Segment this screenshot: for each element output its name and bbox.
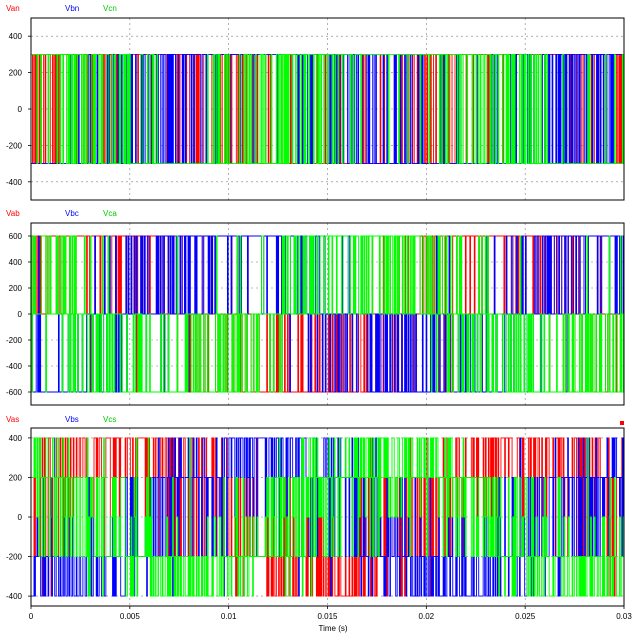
panel-3-ytick-label: 400 <box>9 434 23 443</box>
panel-1-border <box>30 17 625 201</box>
panel-2-ytick-label: 0 <box>18 310 23 319</box>
panel-2-ytick-label: -600 <box>6 388 23 397</box>
panel-3-series-vcs <box>31 437 624 597</box>
panel-2-legend-vca: Vca <box>103 209 117 218</box>
panel-1-legend-vcn: Vcn <box>103 4 117 13</box>
x-axis-label: Time (s) <box>318 624 347 633</box>
panel-1: Van Vbn Vcn -400 -200 0 200 400 <box>6 4 625 201</box>
panel-1-series-vcn <box>31 53 624 165</box>
panel-3-marker <box>620 421 624 425</box>
panel-1-ytick-label: 400 <box>9 32 23 41</box>
panel-1-ytick-label: -200 <box>6 141 23 150</box>
panel-2-ytick-label: -400 <box>6 362 23 371</box>
panel-2-series-vca <box>31 235 624 393</box>
panel-2-ytick-label: -200 <box>6 336 23 345</box>
panel-1-plot: -400 -200 0 200 400 <box>6 17 625 201</box>
panel-2-ytick-label: 600 <box>9 232 23 241</box>
panel-2-legend-vab: Vab <box>6 209 20 218</box>
panel-1-ytick-label: 0 <box>18 105 23 114</box>
x-tick-label: 0 <box>29 612 34 621</box>
panel-3-ytick-label: -400 <box>6 592 23 601</box>
x-tick-label: 0.03 <box>616 612 632 621</box>
panel-3: Vas Vbs Vcs -400 -200 0 200 400 0 0.005 0.01 0.0… <box>6 415 632 621</box>
panel-1-legend-van: Van <box>6 4 20 13</box>
panel-3-legend-vbs: Vbs <box>65 415 79 424</box>
panel-3-ytick-label: -200 <box>6 553 23 562</box>
panel-2-legend-vbc: Vbc <box>65 209 79 218</box>
panel-2-ytick-label: 400 <box>9 258 23 267</box>
panel-2-border <box>30 222 625 406</box>
x-tick-label: 0.005 <box>120 612 141 621</box>
panel-1-ytick-label: -400 <box>6 178 23 187</box>
x-tick-label: 0.01 <box>221 612 237 621</box>
x-tick-label: 0.015 <box>317 612 338 621</box>
panel-3-ytick-label: 200 <box>9 473 23 482</box>
panel-2: Vab Vbc Vca -600 -400 -200 0 200 400 600 <box>6 209 625 406</box>
panel-1-legend-vbn: Vbn <box>65 4 79 13</box>
panel-2-ytick-label: 200 <box>9 284 23 293</box>
panel-2-plot: -600 -400 -200 0 200 400 600 <box>6 222 625 406</box>
panel-3-legend-vcs: Vcs <box>103 415 116 424</box>
panel-3-plot: -400 -200 0 200 400 0 0.005 0.01 0.015 0.02 0.025 0… <box>6 427 632 621</box>
panel-3-legend-vas: Vas <box>6 415 19 424</box>
panel-1-ytick-label: 200 <box>9 69 23 78</box>
x-tick-label: 0.02 <box>419 612 435 621</box>
x-tick-label: 0.025 <box>515 612 536 621</box>
panel-3-ytick-label: 0 <box>18 513 23 522</box>
